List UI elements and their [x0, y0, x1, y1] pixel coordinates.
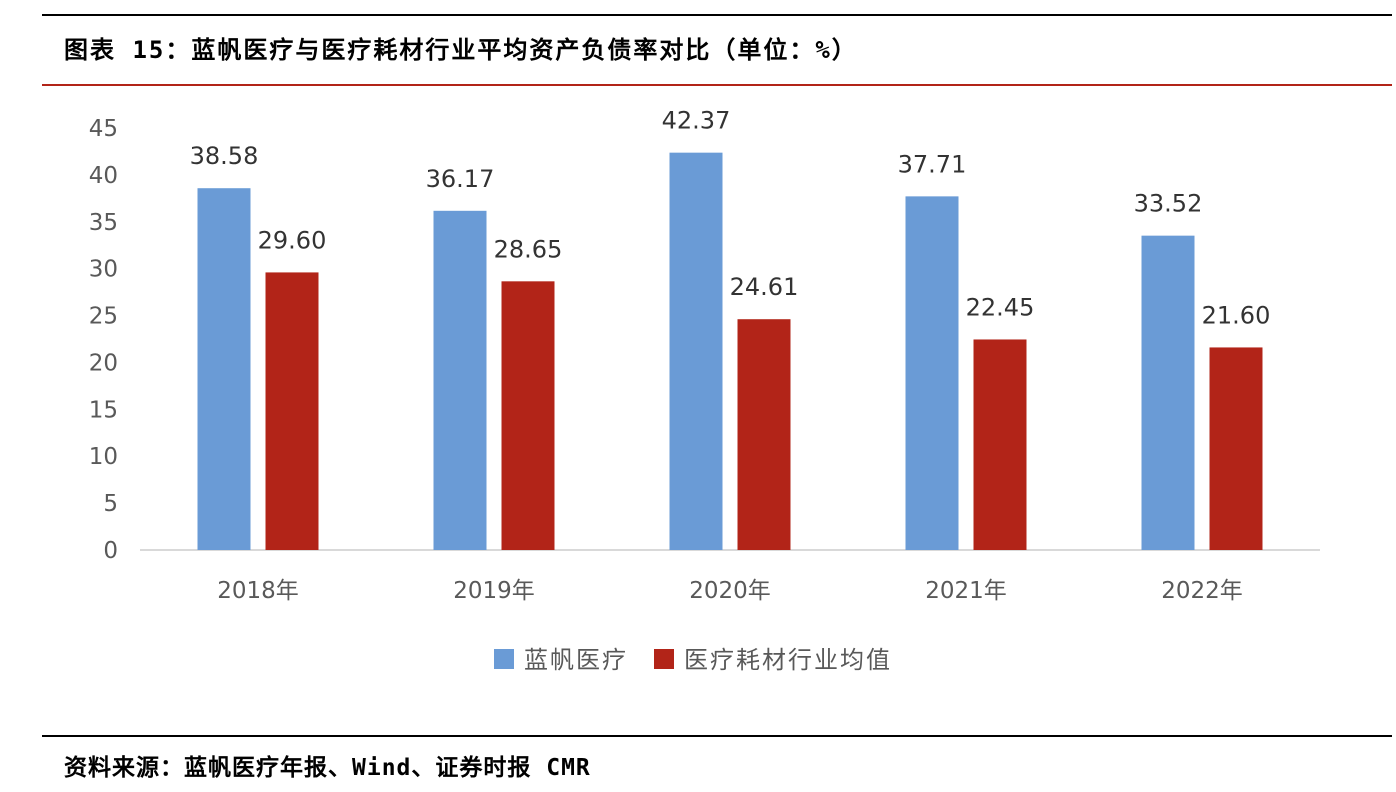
bar-lanfan	[197, 188, 251, 551]
y-tick-label: 10	[89, 444, 118, 470]
legend: 蓝帆医疗 医疗耗材行业均值	[494, 646, 892, 674]
bar-lanfan	[1141, 235, 1195, 550]
data-label: 28.65	[494, 235, 563, 263]
x-axis-labels: 2018年 2019年 2020年 2021年 2022年	[217, 578, 1243, 604]
bar-lanfan	[433, 210, 487, 550]
y-axis-labels: 0 5 10 15 20 25 30 35 40 45	[89, 116, 118, 564]
y-tick-label: 25	[89, 304, 118, 330]
top-rule	[42, 14, 1392, 16]
data-labels: 38.58 29.60 36.17 28.65 42.37 24.61 37.71 22.45…	[190, 107, 1271, 330]
data-label: 42.37	[662, 107, 731, 135]
y-tick-label: 30	[89, 257, 118, 283]
x-tick-label: 2022年	[1161, 578, 1243, 604]
legend-label: 医疗耗材行业均值	[684, 646, 892, 674]
data-label: 29.60	[258, 226, 327, 254]
bar-industry-avg	[737, 319, 791, 550]
figure-title: 图表 15：蓝帆医疗与医疗耗材行业平均资产负债率对比（单位：%）	[64, 36, 858, 64]
source-note: 资料来源：蓝帆医疗年报、Wind、证券时报 CMR	[64, 755, 591, 781]
legend-swatch	[494, 649, 514, 669]
data-label: 37.71	[898, 150, 967, 178]
bar-lanfan	[905, 196, 959, 550]
bar-lanfan	[669, 152, 723, 550]
y-tick-label: 0	[103, 538, 118, 564]
bar-industry-avg	[973, 339, 1027, 550]
y-tick-label: 20	[89, 350, 118, 376]
y-tick-label: 45	[89, 116, 118, 142]
x-tick-label: 2018年	[217, 578, 299, 604]
y-tick-label: 35	[89, 210, 118, 236]
x-tick-label: 2019年	[453, 578, 535, 604]
y-tick-label: 15	[89, 397, 118, 423]
y-tick-label: 40	[89, 163, 118, 189]
legend-swatch	[654, 649, 674, 669]
data-label: 36.17	[426, 165, 495, 193]
title-rule	[42, 84, 1392, 86]
x-tick-label: 2020年	[689, 578, 771, 604]
data-label: 38.58	[190, 142, 259, 170]
data-label: 22.45	[966, 293, 1035, 321]
data-label: 24.61	[730, 273, 799, 301]
bottom-rule	[42, 735, 1392, 737]
bar-industry-avg	[265, 272, 319, 550]
data-label: 21.60	[1202, 301, 1271, 329]
y-tick-label: 5	[103, 491, 118, 517]
bar-industry-avg	[1209, 347, 1263, 550]
data-label: 33.52	[1134, 190, 1203, 218]
x-tick-label: 2021年	[925, 578, 1007, 604]
legend-label: 蓝帆医疗	[524, 646, 628, 674]
bars	[197, 152, 1263, 551]
bar-industry-avg	[501, 281, 555, 550]
